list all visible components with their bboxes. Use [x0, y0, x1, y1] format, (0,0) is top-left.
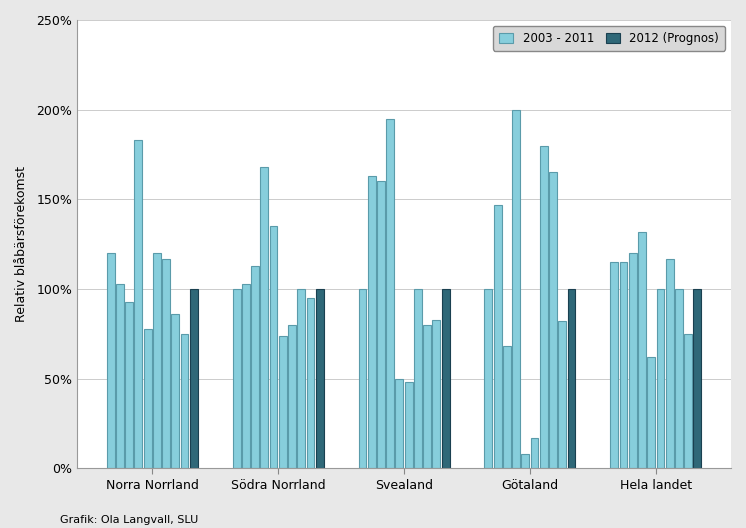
Bar [638, 232, 646, 468]
Text: Grafik: Ola Langvall, SLU: Grafik: Ola Langvall, SLU [60, 515, 198, 525]
Y-axis label: Relativ blåbärsförekomst: Relativ blåbärsförekomst [15, 166, 28, 322]
Bar [568, 289, 575, 468]
Bar [307, 298, 314, 468]
Bar [694, 289, 701, 468]
Bar [298, 289, 305, 468]
Bar [190, 289, 198, 468]
Bar [260, 167, 269, 468]
Bar [134, 140, 142, 468]
Bar [162, 259, 170, 468]
Bar [359, 289, 366, 468]
Bar [125, 301, 133, 468]
Bar [368, 176, 376, 468]
Bar [269, 227, 278, 468]
Bar [530, 438, 539, 468]
Bar [521, 454, 529, 468]
Bar [549, 173, 557, 468]
Bar [558, 322, 566, 468]
Bar [316, 289, 324, 468]
Bar [675, 289, 683, 468]
Bar [540, 146, 548, 468]
Bar [503, 346, 511, 468]
Bar [288, 325, 296, 468]
Bar [233, 289, 240, 468]
Bar [377, 182, 385, 468]
Bar [386, 119, 394, 468]
Bar [153, 253, 161, 468]
Bar [181, 334, 189, 468]
Bar [414, 289, 421, 468]
Bar [242, 284, 250, 468]
Bar [423, 325, 431, 468]
Bar [494, 205, 501, 468]
Bar [648, 357, 655, 468]
Bar [433, 319, 440, 468]
Bar [656, 289, 665, 468]
Bar [405, 382, 413, 468]
Bar [251, 266, 259, 468]
Bar [484, 289, 492, 468]
Bar [172, 314, 179, 468]
Bar [395, 379, 404, 468]
Bar [107, 253, 115, 468]
Bar [144, 328, 151, 468]
Bar [684, 334, 692, 468]
Bar [620, 262, 627, 468]
Bar [665, 259, 674, 468]
Legend: 2003 - 2011, 2012 (Prognos): 2003 - 2011, 2012 (Prognos) [493, 26, 725, 51]
Bar [442, 289, 450, 468]
Bar [279, 336, 286, 468]
Bar [513, 110, 520, 468]
Bar [116, 284, 124, 468]
Bar [629, 253, 636, 468]
Bar [610, 262, 618, 468]
